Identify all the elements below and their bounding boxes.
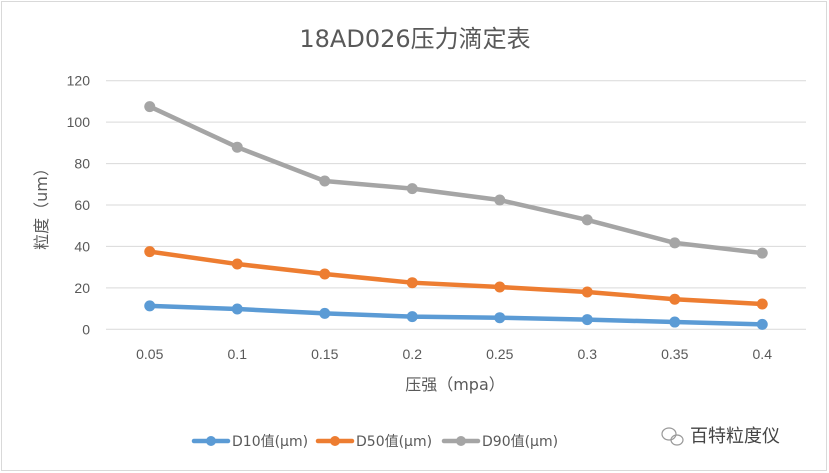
data-point [231,303,243,315]
series-line-0 [147,303,765,327]
x-tick-label: 0.35 [661,346,688,362]
chart-title: 18AD026压力滴定表 [299,25,530,53]
x-tick-label: 0.4 [753,346,773,362]
x-axis-label: 压强（mpa） [405,375,505,394]
wechat-icon [661,427,684,446]
x-tick-label: 0.05 [136,346,163,362]
data-point [756,247,768,259]
y-axis-label: 粒度（um） [32,160,51,250]
y-tick-label: 100 [67,114,91,130]
y-tick-label: 80 [74,156,90,172]
watermark-text: 百特粒度仪 [690,426,780,447]
data-point [144,101,156,113]
y-tick-label: 40 [74,238,90,254]
x-tick-label: 0.25 [486,346,513,362]
y-tick-label: 20 [74,280,90,296]
legend-label: D10值(μm) [232,434,308,450]
legend-label: D90值(μm) [482,434,558,450]
y-tick-label: 60 [74,197,90,213]
x-tick-label: 0.15 [311,346,338,362]
data-point [406,311,418,323]
data-point [231,258,243,270]
data-point [144,246,156,258]
data-point [494,281,506,293]
data-point [406,277,418,289]
data-point [669,237,681,249]
data-point [319,307,331,319]
y-tick-label: 120 [67,73,91,89]
data-point [406,183,418,195]
data-point [756,298,768,310]
data-point [669,316,681,328]
x-tick-label: 0.2 [403,346,423,362]
data-point [144,300,156,312]
legend-swatch-marker [330,436,340,446]
x-tick-label: 0.1 [228,346,248,362]
legend-label: D50值(μm) [356,434,432,450]
data-point [581,314,593,326]
data-point [581,214,593,226]
data-point [581,286,593,298]
legend-swatch-marker [456,436,466,446]
data-point [756,318,768,330]
data-point [231,141,243,153]
series-line-1 [147,249,765,307]
data-point [669,293,681,305]
data-point [319,268,331,280]
data-point [494,194,506,206]
data-point [319,175,331,187]
series-line-2 [147,104,765,256]
watermark: 百特粒度仪 [661,426,780,447]
legend-swatch-marker [206,436,216,446]
data-point [494,312,506,324]
x-tick-label: 0.3 [578,346,598,362]
y-tick-label: 0 [82,321,90,337]
